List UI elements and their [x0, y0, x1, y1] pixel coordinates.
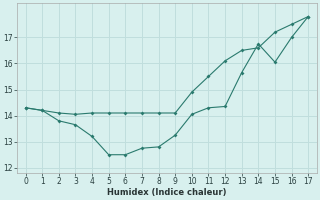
X-axis label: Humidex (Indice chaleur): Humidex (Indice chaleur) — [107, 188, 227, 197]
